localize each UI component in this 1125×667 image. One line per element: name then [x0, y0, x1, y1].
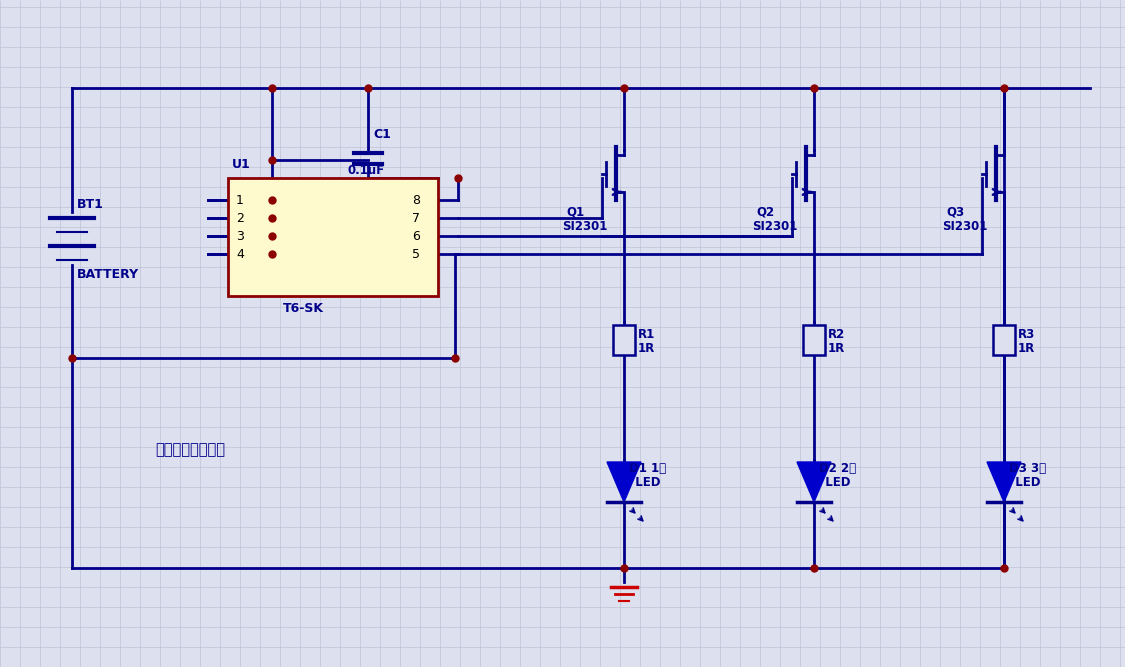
Text: Q1: Q1 [566, 205, 584, 219]
Text: LED: LED [817, 476, 850, 488]
Text: 1R: 1R [1018, 342, 1035, 354]
Text: 8: 8 [412, 193, 420, 207]
Text: 2: 2 [236, 211, 244, 225]
Text: D1 1路: D1 1路 [629, 462, 666, 474]
Polygon shape [796, 462, 831, 502]
Text: 1: 1 [236, 193, 244, 207]
Text: LED: LED [627, 476, 660, 488]
Text: 3: 3 [236, 229, 244, 243]
Text: 7: 7 [412, 211, 420, 225]
Text: 上电一种变换输出: 上电一种变换输出 [155, 442, 225, 458]
Text: 5: 5 [412, 247, 420, 261]
Text: C1: C1 [374, 129, 390, 141]
Text: D3 3路: D3 3路 [1009, 462, 1046, 474]
Polygon shape [987, 462, 1022, 502]
Text: 0.1uF: 0.1uF [348, 163, 385, 177]
Text: BT1: BT1 [76, 199, 104, 211]
Text: R3: R3 [1018, 329, 1035, 342]
Text: 1R: 1R [638, 342, 655, 354]
Text: Q2: Q2 [756, 205, 774, 219]
Text: R2: R2 [828, 329, 845, 342]
Bar [228, 178, 438, 296]
Polygon shape [608, 462, 641, 502]
Text: 6: 6 [412, 229, 420, 243]
Text: R1: R1 [638, 329, 655, 342]
Text: SI2301: SI2301 [562, 219, 608, 233]
Text: 1R: 1R [828, 342, 845, 354]
Text: Q3: Q3 [946, 205, 964, 219]
Text: D2 2路: D2 2路 [819, 462, 856, 474]
Bar [613, 325, 634, 355]
Text: U1: U1 [232, 159, 251, 171]
Text: BATTERY: BATTERY [76, 267, 140, 281]
Text: SI2301: SI2301 [752, 219, 798, 233]
Text: T6-SK: T6-SK [284, 301, 324, 315]
Bar [993, 325, 1015, 355]
Text: 4: 4 [236, 247, 244, 261]
Bar [803, 325, 825, 355]
Text: SI2301: SI2301 [942, 219, 988, 233]
Text: LED: LED [1007, 476, 1041, 488]
